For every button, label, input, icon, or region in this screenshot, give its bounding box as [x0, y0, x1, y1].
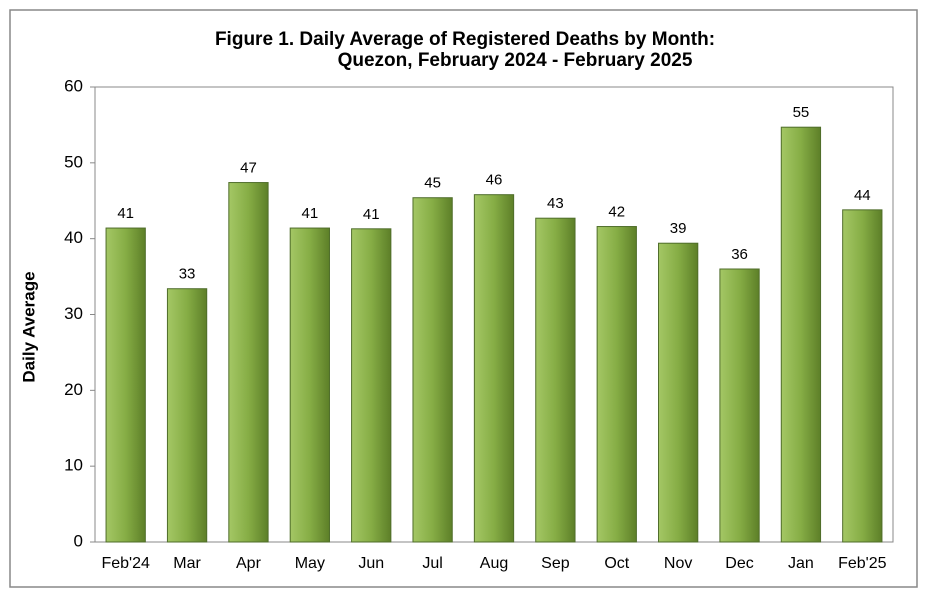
value-label: 42 — [608, 204, 625, 221]
x-tick-label: Aug — [480, 555, 508, 572]
bar — [842, 209, 883, 543]
y-tick-label: 30 — [64, 304, 83, 323]
x-tick-label: Apr — [236, 555, 262, 572]
x-tick-label: Jan — [788, 555, 814, 572]
bar — [289, 227, 330, 543]
y-tick-label: 0 — [74, 531, 83, 550]
value-label: 41 — [117, 205, 134, 222]
value-label: 43 — [547, 195, 564, 212]
value-label: 46 — [486, 172, 503, 189]
value-label: 41 — [302, 205, 319, 222]
bar — [228, 182, 269, 543]
value-label: 44 — [854, 187, 871, 204]
bar — [166, 288, 208, 543]
y-tick-label: 20 — [64, 380, 83, 399]
y-tick-label: 40 — [64, 228, 83, 247]
bar — [658, 242, 699, 543]
x-tick-label: Sep — [541, 555, 570, 572]
chart-frame — [9, 9, 918, 588]
y-tick-label: 60 — [64, 76, 83, 95]
bar — [719, 268, 760, 543]
bar — [412, 197, 453, 543]
bar — [535, 217, 576, 543]
value-label: 36 — [731, 246, 748, 263]
chart-subtitle: Quezon, February 2024 - February 2025 — [338, 50, 693, 71]
x-tick-label: Nov — [664, 555, 692, 572]
x-tick-label: Jun — [358, 555, 384, 572]
value-label: 55 — [793, 104, 810, 121]
bar — [473, 194, 515, 543]
x-tick-label: May — [295, 555, 325, 572]
x-tick-label: Oct — [604, 555, 629, 572]
y-tick-label: 10 — [64, 456, 83, 475]
value-label: 33 — [179, 266, 196, 283]
bar — [105, 227, 146, 543]
bar — [351, 228, 392, 543]
bar — [596, 226, 637, 543]
bar — [780, 126, 822, 543]
value-label: 41 — [363, 206, 380, 223]
x-tick-label: Dec — [725, 555, 753, 572]
value-label: 47 — [240, 160, 257, 177]
x-tick-label: Feb'24 — [101, 555, 150, 572]
x-tick-label: Feb'25 — [838, 555, 887, 572]
y-tick-label: 50 — [64, 152, 83, 171]
x-tick-label: Jul — [422, 555, 442, 572]
chart-title: Figure 1. Daily Average of Registered De… — [215, 29, 715, 50]
value-label: 39 — [670, 220, 687, 237]
y-axis-title: Daily Average — [19, 271, 38, 382]
value-label: 45 — [424, 175, 441, 192]
x-tick-label: Mar — [173, 555, 201, 572]
